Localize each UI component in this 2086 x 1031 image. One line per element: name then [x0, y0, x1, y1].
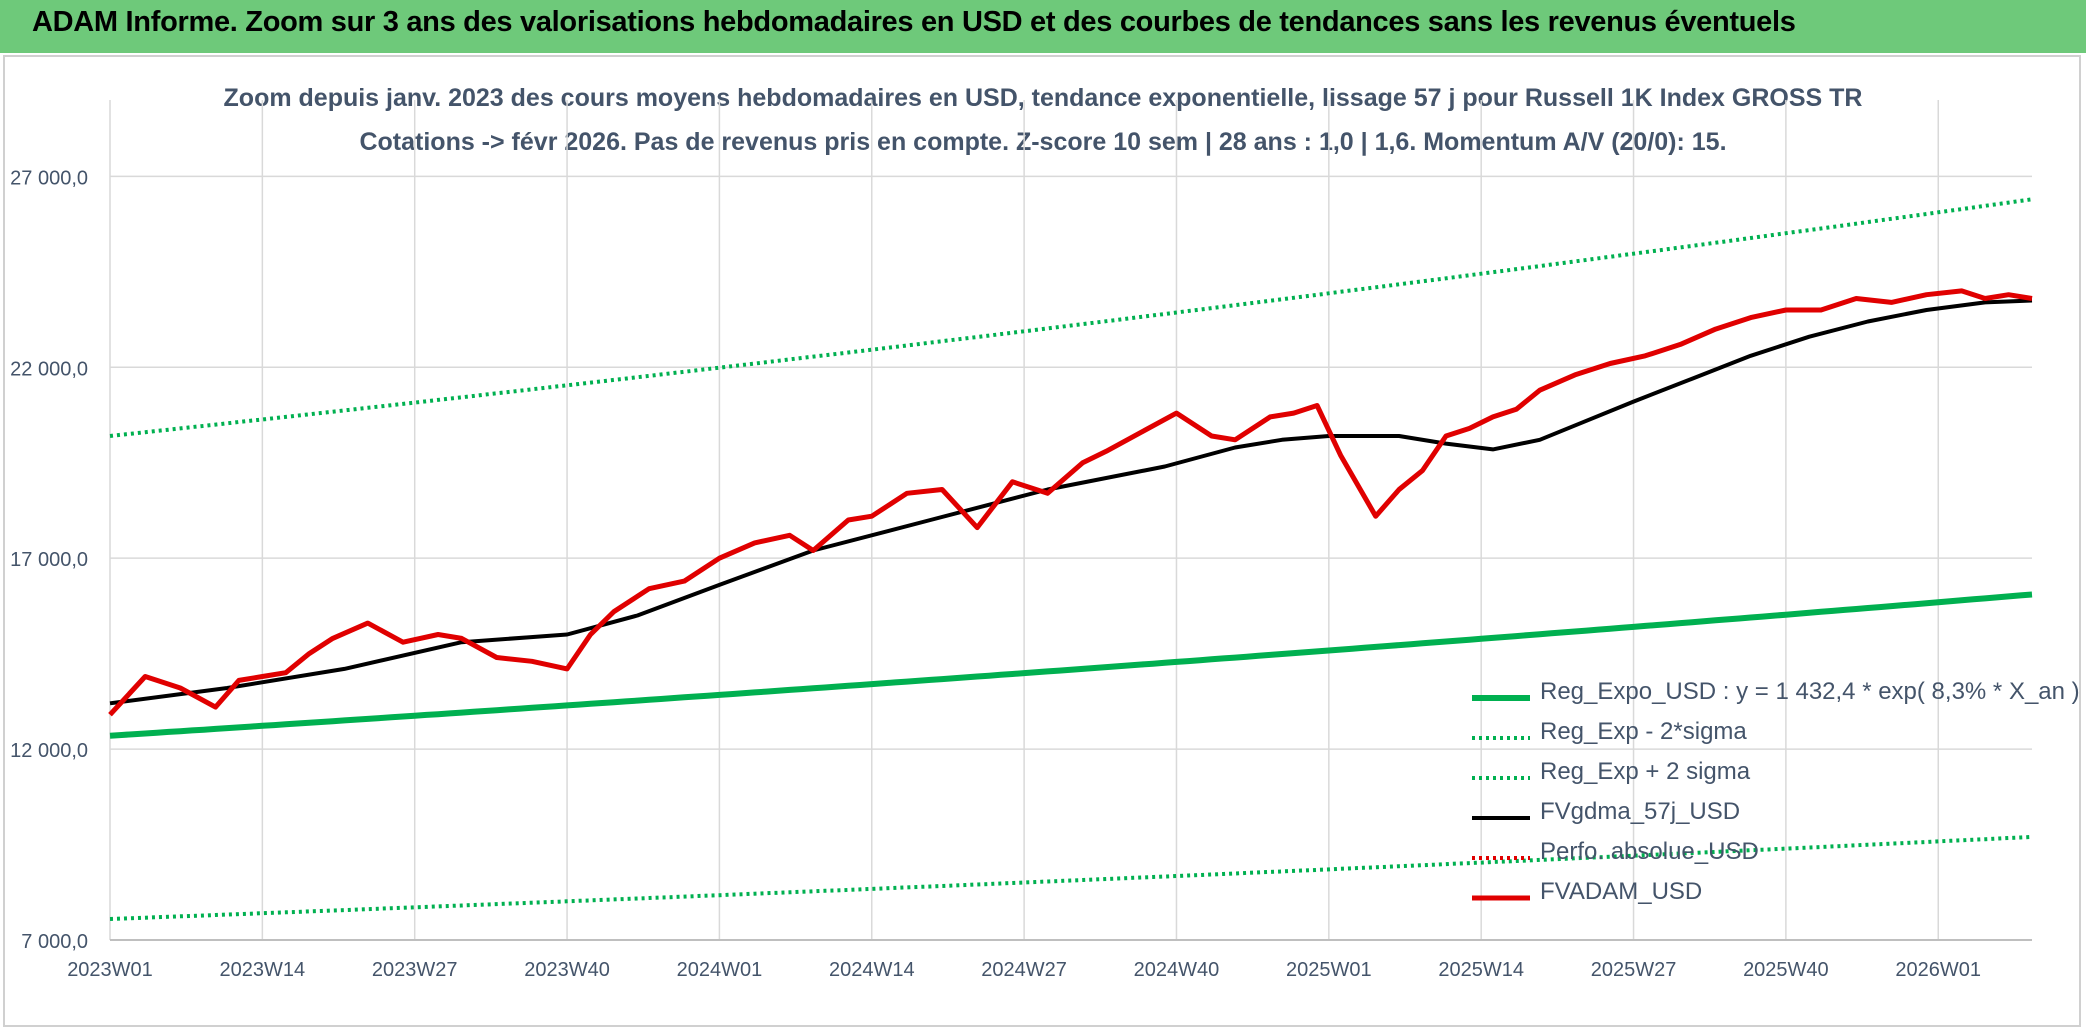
- legend-label: Reg_Expo_USD : y = 1 432,4 * exp( 8,3% *…: [1540, 678, 2080, 705]
- report-title: ADAM Informe. Zoom sur 3 ans des valoris…: [32, 6, 1796, 38]
- x-tick-label: 2026W01: [1895, 959, 1981, 981]
- chart-title: Zoom depuis janv. 2023 des cours moyens …: [223, 84, 1863, 112]
- series-plus-2sigma: [109, 197, 2033, 438]
- x-tick-label: 2023W14: [220, 959, 306, 981]
- legend-swatch: [1472, 895, 1530, 901]
- legend-swatch: [1472, 816, 1530, 820]
- chart-frame: [3, 55, 2081, 1027]
- series-fvadam: [108, 288, 2033, 717]
- legend-label: Reg_Exp + 2 sigma: [1540, 758, 1751, 785]
- x-tick-label: 2024W40: [1134, 959, 1220, 981]
- legend-label: FVADAM_USD: [1540, 878, 1703, 905]
- legend-swatch: [1472, 695, 1530, 701]
- x-tick-label: 2024W27: [981, 959, 1067, 981]
- y-tick-label: 27 000,0: [10, 167, 88, 189]
- y-tick-label: 12 000,0: [10, 740, 88, 762]
- x-tick-label: 2025W27: [1591, 959, 1677, 981]
- legend-label: FVgdma_57j_USD: [1540, 798, 1741, 825]
- legend-label: Reg_Exp - 2*sigma: [1540, 718, 1747, 745]
- report-banner: [0, 0, 2086, 53]
- x-tick-label: 2023W27: [372, 959, 458, 981]
- legend-swatch: [1472, 776, 1530, 780]
- series-minus-2sigma: [109, 834, 2033, 921]
- x-tick-label: 2023W40: [524, 959, 610, 981]
- y-tick-label: 7 000,0: [21, 931, 88, 953]
- x-tick-label: 2025W14: [1438, 959, 1524, 981]
- chart-subtitle: Cotations -> févr 2026. Pas de revenus p…: [359, 128, 1727, 156]
- x-tick-label: 2024W14: [829, 959, 915, 981]
- x-tick-label: 2025W40: [1743, 959, 1829, 981]
- series-regexpo: [109, 591, 2033, 739]
- y-tick-label: 17 000,0: [10, 549, 88, 571]
- legend-label: Perfo. absolue_USD: [1540, 838, 1759, 865]
- x-tick-label: 2024W01: [677, 959, 763, 981]
- legend-swatch: [1472, 856, 1530, 860]
- x-tick-label: 2025W01: [1286, 959, 1372, 981]
- legend-swatch: [1472, 736, 1530, 740]
- y-tick-label: 22 000,0: [10, 358, 88, 380]
- series-sma57: [109, 298, 2033, 706]
- x-tick-label: 2023W01: [67, 959, 153, 981]
